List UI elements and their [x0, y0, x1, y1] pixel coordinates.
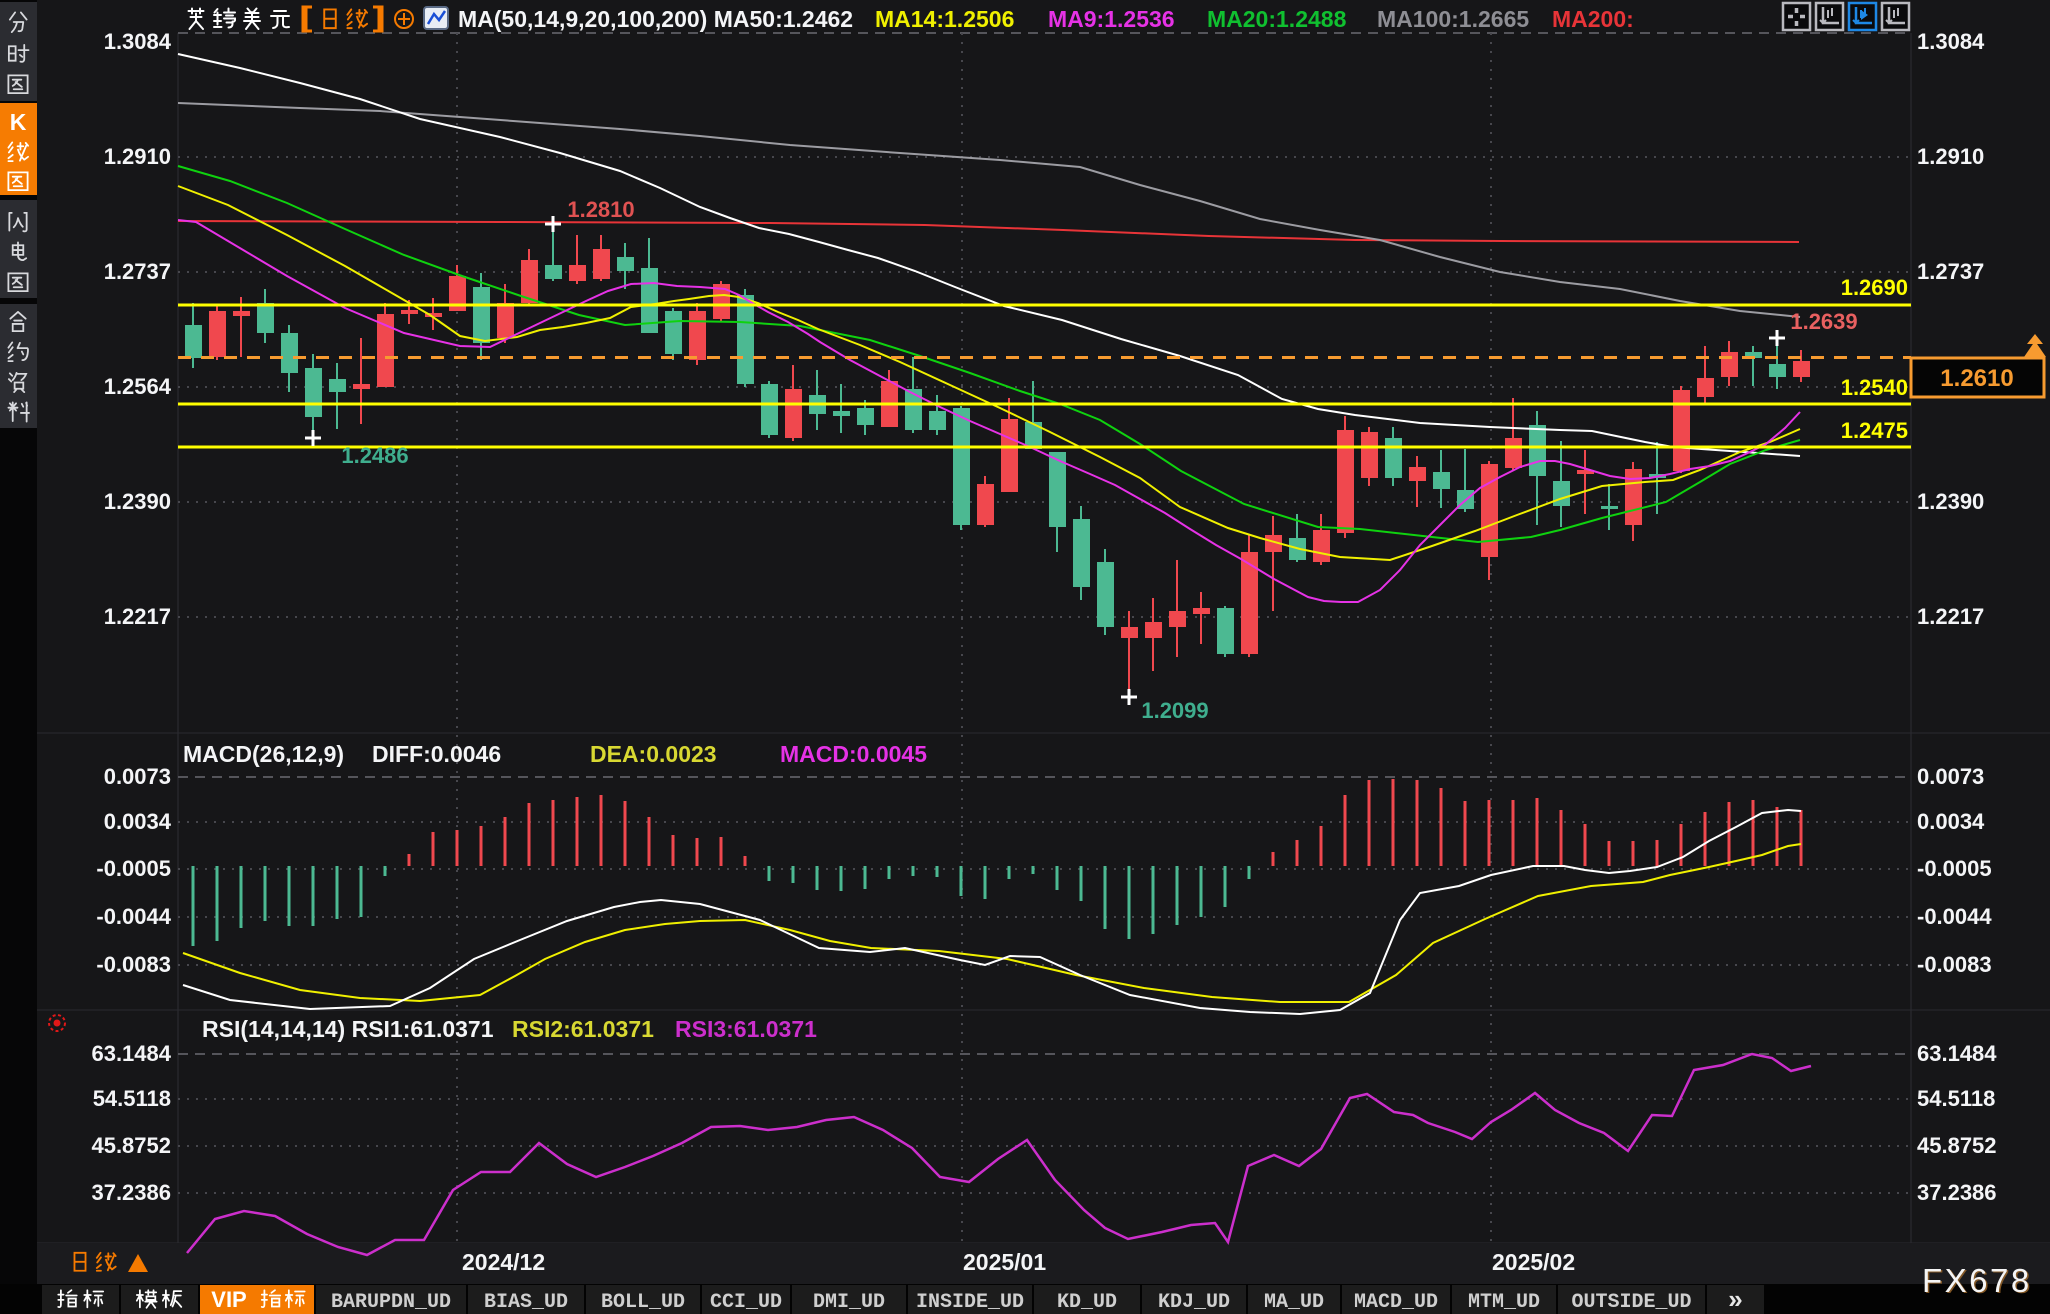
- svg-text:CCI_UD: CCI_UD: [710, 1291, 782, 1314]
- svg-text:-0.0044: -0.0044: [1917, 904, 1992, 929]
- svg-text:MA_UD: MA_UD: [1264, 1291, 1324, 1314]
- svg-text:KD_UD: KD_UD: [1057, 1291, 1117, 1314]
- svg-text:MA20:1.2488: MA20:1.2488: [1207, 6, 1347, 32]
- svg-text:1.2610: 1.2610: [1940, 365, 2013, 392]
- svg-text:-0.0005: -0.0005: [1917, 856, 1992, 881]
- svg-text:BIAS_UD: BIAS_UD: [484, 1291, 568, 1314]
- svg-text:1.2564: 1.2564: [104, 374, 172, 399]
- svg-text:1.2217: 1.2217: [104, 604, 171, 629]
- svg-text:BOLL_UD: BOLL_UD: [601, 1291, 685, 1314]
- svg-text:1.2390: 1.2390: [104, 489, 171, 514]
- svg-text:1.2390: 1.2390: [1917, 489, 1984, 514]
- svg-text:1.2540: 1.2540: [1841, 375, 1908, 400]
- svg-text:1.2910: 1.2910: [1917, 144, 1984, 169]
- svg-text:VIP: VIP: [211, 1287, 246, 1312]
- svg-text:DMI_UD: DMI_UD: [813, 1291, 885, 1314]
- svg-text:-0.0083: -0.0083: [96, 952, 171, 977]
- svg-text:0.0034: 0.0034: [104, 809, 172, 834]
- svg-text:RSI(14,14,14) RSI1:61.0371: RSI(14,14,14) RSI1:61.0371: [202, 1016, 494, 1042]
- svg-text:0.0034: 0.0034: [1917, 809, 1985, 834]
- svg-text:RSI2:61.0371: RSI2:61.0371: [512, 1016, 654, 1042]
- svg-text:INSIDE_UD: INSIDE_UD: [916, 1291, 1024, 1314]
- svg-text:0.0073: 0.0073: [104, 764, 171, 789]
- svg-text:1.2690: 1.2690: [1841, 275, 1908, 300]
- svg-text:54.5118: 54.5118: [93, 1086, 171, 1111]
- svg-text:1.2810: 1.2810: [567, 197, 634, 222]
- svg-text:63.1484: 63.1484: [1917, 1041, 1997, 1066]
- svg-text:54.5118: 54.5118: [1917, 1086, 1995, 1111]
- svg-text:»: »: [1728, 1284, 1742, 1314]
- svg-text:1.2737: 1.2737: [104, 259, 171, 284]
- svg-text:1.2639: 1.2639: [1790, 309, 1857, 334]
- svg-text:MACD:0.0045: MACD:0.0045: [780, 741, 927, 767]
- svg-text:-0.0005: -0.0005: [96, 856, 171, 881]
- svg-text:2025/01: 2025/01: [963, 1249, 1046, 1275]
- svg-text:45.8752: 45.8752: [1917, 1133, 1997, 1158]
- svg-text:0.0073: 0.0073: [1917, 764, 1984, 789]
- svg-text:KDJ_UD: KDJ_UD: [1158, 1291, 1230, 1314]
- svg-text:MA100:1.2665: MA100:1.2665: [1377, 6, 1529, 32]
- svg-text:MA9:1.2536: MA9:1.2536: [1048, 6, 1175, 32]
- svg-text:1.2099: 1.2099: [1141, 698, 1208, 723]
- svg-text:MA(50,14,9,20,100,200) MA50:1: MA(50,14,9,20,100,200) MA50:1.2462: [458, 6, 853, 32]
- svg-text:1.3084: 1.3084: [1917, 29, 1985, 54]
- svg-text:1.3084: 1.3084: [104, 29, 172, 54]
- svg-text:1.2486: 1.2486: [341, 443, 408, 468]
- svg-text:1.2910: 1.2910: [104, 144, 171, 169]
- svg-text:1.2217: 1.2217: [1917, 604, 1984, 629]
- svg-text:37.2386: 37.2386: [1917, 1180, 1997, 1205]
- svg-text:1.2475: 1.2475: [1841, 418, 1908, 443]
- svg-text:DIFF:0.0046: DIFF:0.0046: [372, 741, 501, 767]
- svg-text:FX678: FX678: [1922, 1262, 2032, 1299]
- svg-text:OUTSIDE_UD: OUTSIDE_UD: [1571, 1291, 1691, 1314]
- svg-text:RSI3:61.0371: RSI3:61.0371: [675, 1016, 817, 1042]
- svg-text:37.2386: 37.2386: [91, 1180, 171, 1205]
- svg-text:BARUPDN_UD: BARUPDN_UD: [331, 1291, 451, 1314]
- svg-text:DEA:0.0023: DEA:0.0023: [590, 741, 717, 767]
- svg-text:MA14:1.2506: MA14:1.2506: [875, 6, 1014, 32]
- svg-text:2024/12: 2024/12: [462, 1249, 545, 1275]
- svg-text:45.8752: 45.8752: [91, 1133, 171, 1158]
- svg-text:MTM_UD: MTM_UD: [1468, 1291, 1540, 1314]
- svg-text:-0.0083: -0.0083: [1917, 952, 1992, 977]
- svg-text:1.2737: 1.2737: [1917, 259, 1984, 284]
- svg-text:K: K: [10, 109, 27, 135]
- svg-text:63.1484: 63.1484: [91, 1041, 171, 1066]
- svg-text:MACD_UD: MACD_UD: [1354, 1291, 1438, 1314]
- svg-text:MA200:: MA200:: [1552, 6, 1634, 32]
- svg-text:MACD(26,12,9): MACD(26,12,9): [183, 741, 344, 767]
- svg-text:-0.0044: -0.0044: [96, 904, 171, 929]
- svg-text:2025/02: 2025/02: [1492, 1249, 1575, 1275]
- svg-text:FX678: FX678: [1924, 1263, 2034, 1300]
